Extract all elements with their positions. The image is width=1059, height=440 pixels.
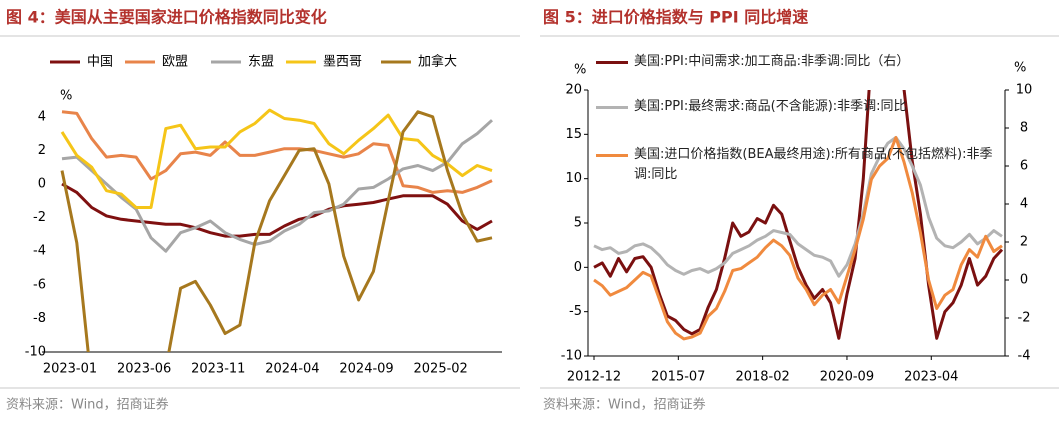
y2-tick-label: -4 xyxy=(1018,349,1031,364)
series-line xyxy=(60,110,493,352)
legend-label: 中国 xyxy=(87,55,113,70)
x-tick-label: 2023-01 xyxy=(43,362,97,377)
y2-tick-label: -2 xyxy=(1018,311,1031,326)
y2-tick-label: 0 xyxy=(1020,273,1028,288)
y-tick-label: -5 xyxy=(569,304,582,319)
y-unit: % xyxy=(574,63,586,78)
legend-label: 墨西哥 xyxy=(323,55,362,70)
y-tick-label: 5 xyxy=(574,216,582,231)
y2-tick-label: 8 xyxy=(1020,121,1028,136)
y-tick-label: 15 xyxy=(565,127,582,142)
y-tick-label: 10 xyxy=(565,171,582,186)
x-tick-label: 2025-02 xyxy=(414,362,468,377)
series-line xyxy=(61,110,493,194)
y-tick-label: -10 xyxy=(25,345,46,360)
series-line xyxy=(61,182,493,238)
legend-label: 美国:PPI:中间需求:加工商品:非季调:同比（右） xyxy=(634,54,910,69)
series-line xyxy=(60,108,493,209)
y-tick-label: 4 xyxy=(38,109,46,124)
x-tick-label: 2015-07 xyxy=(651,370,705,385)
legend-swatch xyxy=(596,61,628,64)
x-tick-label: 2018-02 xyxy=(735,370,789,385)
y-tick-label: -8 xyxy=(33,311,46,326)
y-tick-label: 2 xyxy=(38,143,46,158)
chart-title: 图 5：进口价格指数与 PPI 同比增速 xyxy=(543,8,808,27)
y-tick-label: -6 xyxy=(33,277,46,292)
x-tick-label: 2023-06 xyxy=(117,362,171,377)
legend-swatch xyxy=(596,106,628,109)
x-tick-label: 2012-12 xyxy=(567,370,621,385)
x-tick-label: 2023-04 xyxy=(904,370,958,385)
source: 资料来源：Wind，招商证券 xyxy=(543,397,706,413)
y2-unit: % xyxy=(1014,61,1026,76)
legend-swatch xyxy=(596,154,628,157)
x-tick-label: 2024-04 xyxy=(265,362,319,377)
y-tick-label: 20 xyxy=(565,83,582,98)
series-line xyxy=(593,90,1004,340)
source: 资料来源：Wind，招商证券 xyxy=(6,397,169,413)
y2-tick-label: 6 xyxy=(1020,159,1028,174)
y-tick-label: -10 xyxy=(561,349,582,364)
y-tick-label: 0 xyxy=(38,177,46,192)
legend-label: 美国:PPI:最终需求:商品(不含能源):非季调:同比 xyxy=(634,99,907,114)
y2-tick-label: 10 xyxy=(1016,83,1033,98)
x-tick-label: 2024-09 xyxy=(339,362,393,377)
series-line xyxy=(593,136,1003,341)
y2-tick-label: 4 xyxy=(1020,197,1028,212)
chart-title: 图 4：美国从主要国家进口价格指数同比变化 xyxy=(6,8,327,27)
x-tick-label: 2020-09 xyxy=(820,370,874,385)
legend-label: 加拿大 xyxy=(418,54,457,70)
y-unit: % xyxy=(60,89,72,104)
y-tick-label: 0 xyxy=(574,260,582,275)
y-tick-label: -2 xyxy=(33,210,46,225)
legend-label: 东盟 xyxy=(248,55,274,70)
legend-label: 欧盟 xyxy=(162,55,188,70)
y2-tick-label: 2 xyxy=(1020,235,1028,250)
legend-label: 美国:进口价格指数(BEA最终用途):所有商品(不包括燃料):非季调:同比 xyxy=(634,147,993,182)
series-line xyxy=(593,136,1003,278)
x-tick-label: 2023-11 xyxy=(191,362,245,377)
y-tick-label: -4 xyxy=(33,244,46,259)
